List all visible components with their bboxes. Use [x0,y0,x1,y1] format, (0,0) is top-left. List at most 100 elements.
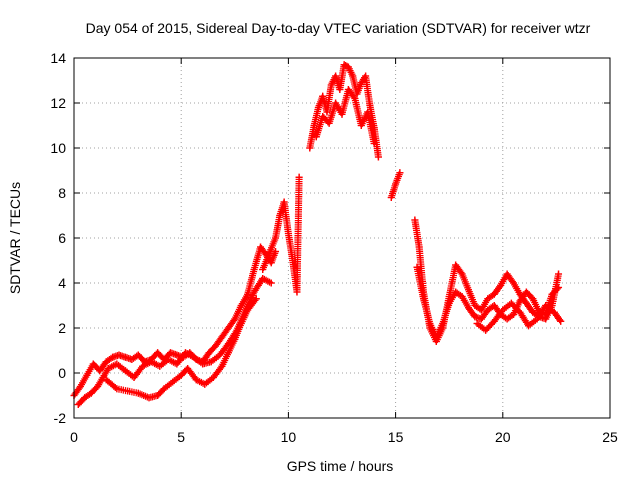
data-point [276,212,284,219]
data-point [499,306,507,314]
data-point [184,365,192,372]
data-point [484,295,492,303]
data-point [154,392,162,399]
data-point [533,315,541,323]
data-point [557,317,565,325]
data-point [293,288,301,296]
data-point [550,308,558,316]
data-point [464,304,472,312]
data-point [145,394,153,402]
data-point [289,257,297,264]
series-track-3 [102,295,260,402]
data-point [452,261,460,269]
data-point [319,92,327,100]
y-tick-label: 2 [58,320,66,336]
data-point [169,378,177,386]
data-point [497,281,505,289]
y-axis-label: SDTVAR / TECUs [7,182,23,294]
data-point [344,63,352,71]
data-point [257,243,265,251]
series-track-9 [413,263,563,341]
data-point [374,153,382,161]
data-point [419,295,427,303]
data-point [237,320,245,327]
data-point [325,119,333,127]
data-point [349,72,357,80]
data-points [70,61,565,408]
data-point [128,356,136,363]
data-point [542,302,550,309]
x-tick-label: 25 [602,429,618,445]
data-point [173,360,181,368]
data-point [237,302,245,309]
data-point [272,234,280,242]
data-point [507,299,515,307]
data-point [522,299,530,307]
y-tick-label: 12 [50,95,66,111]
data-point [426,320,434,327]
data-point [94,383,102,390]
data-point [205,349,213,357]
data-point [432,333,440,341]
data-point [392,180,400,188]
data-point [231,315,239,323]
data-point [332,99,340,107]
data-point [121,353,129,361]
data-point [370,140,378,147]
data-point [319,113,327,120]
data-point [351,95,359,102]
data-point [156,362,164,370]
data-point [173,351,181,359]
data-point [439,320,447,327]
data-point [340,61,348,69]
data-point [134,389,142,397]
data-point [139,362,147,370]
data-point [121,367,129,375]
data-point [366,101,374,109]
x-tick-label: 10 [281,429,297,445]
data-point [81,394,89,402]
data-point [160,385,168,393]
data-point [216,351,224,359]
data-point [244,306,252,314]
data-point [218,362,226,370]
x-tick-label: 20 [495,429,511,445]
data-point [295,173,303,181]
data-point [338,110,346,118]
data-point [190,353,198,361]
data-point [130,374,138,381]
data-point [516,297,524,305]
data-point [529,295,537,303]
data-point [310,122,318,129]
y-tick-label: 14 [50,50,66,66]
data-point [415,243,423,251]
data-point [477,315,485,323]
data-point [525,322,533,330]
data-point [259,275,267,282]
data-point [212,342,220,350]
data-point [177,371,185,379]
data-point [344,86,352,93]
data-point [267,259,275,267]
data-point [522,288,530,296]
data-point [231,335,239,343]
data-point [529,308,537,316]
data-point [362,72,370,80]
data-point [224,324,232,332]
data-point [516,308,524,316]
data-point [134,351,142,359]
data-point [87,389,95,397]
data-point [74,401,82,408]
data-point [147,358,155,366]
data-point [154,349,162,357]
data-point [113,385,121,393]
data-point [267,279,275,287]
data-point [104,365,112,372]
data-point [76,383,84,390]
data-point [357,79,365,87]
data-point [327,81,335,89]
data-point [555,270,563,278]
data-point [96,367,104,375]
